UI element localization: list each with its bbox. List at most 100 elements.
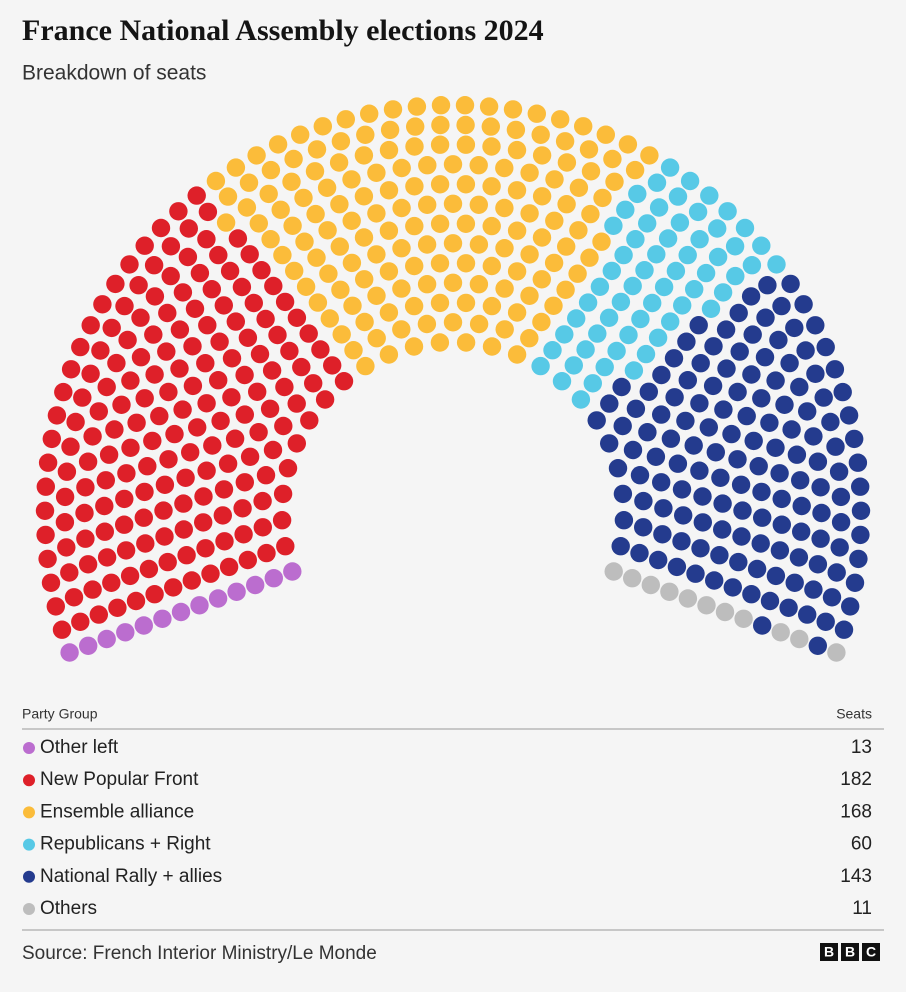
seat (684, 436, 703, 455)
column-header: Party Group (22, 706, 98, 722)
seat (76, 529, 95, 548)
seat (713, 283, 733, 302)
seat (816, 612, 835, 631)
seat (169, 202, 188, 221)
seat (336, 110, 355, 129)
seat (604, 216, 623, 235)
seat (556, 280, 575, 299)
seat (170, 320, 190, 339)
seat (249, 214, 268, 233)
seat (495, 239, 514, 258)
seat (196, 539, 215, 558)
seat (804, 427, 823, 446)
seat (696, 263, 716, 283)
seat (661, 429, 681, 448)
seat (507, 262, 527, 281)
seat (456, 333, 476, 352)
seat (344, 341, 363, 360)
seat (208, 589, 228, 608)
seat (730, 342, 749, 361)
seat (138, 457, 157, 476)
seat (121, 438, 140, 457)
seat (825, 360, 845, 379)
seat (611, 537, 630, 556)
seat (248, 382, 267, 401)
seat (145, 585, 164, 604)
seat (210, 332, 229, 351)
seat (482, 256, 501, 276)
seat (177, 546, 196, 565)
seat-count: 143 (840, 866, 872, 887)
seat (121, 371, 140, 390)
seat (691, 539, 710, 558)
seat (78, 452, 98, 471)
logo-box (862, 943, 880, 961)
seat (587, 411, 606, 430)
seat (315, 390, 335, 409)
seat (83, 427, 102, 446)
seat (544, 296, 563, 315)
seat (688, 202, 708, 222)
seat (155, 475, 175, 494)
seat (703, 376, 723, 396)
seat (532, 228, 552, 247)
seat (367, 163, 386, 182)
seat (443, 155, 463, 174)
seat (469, 156, 488, 175)
seat (296, 277, 316, 296)
seat (360, 104, 379, 123)
seat (89, 402, 109, 421)
seat (271, 200, 290, 219)
seat (331, 132, 351, 151)
seat (159, 450, 178, 469)
seat (197, 461, 216, 480)
seat (202, 280, 221, 299)
seat (569, 221, 588, 240)
seat (418, 195, 437, 214)
seat (222, 388, 241, 407)
seat (287, 394, 306, 413)
seat (81, 364, 100, 383)
seat (247, 146, 266, 165)
seat (623, 440, 643, 460)
seat (728, 450, 747, 469)
seat (611, 292, 631, 312)
seat (741, 287, 761, 306)
seat (170, 359, 189, 378)
seat (36, 525, 55, 545)
seat (520, 329, 539, 348)
seat (625, 160, 645, 180)
seat (213, 506, 232, 525)
seat (660, 158, 680, 177)
seat (711, 468, 730, 487)
seat (116, 541, 136, 560)
seat (294, 188, 313, 208)
seat (153, 609, 172, 628)
seat (456, 254, 476, 273)
seat (417, 314, 437, 334)
seat (630, 543, 649, 563)
seat (66, 412, 85, 432)
seat (593, 188, 612, 208)
seat (115, 489, 134, 509)
seat (747, 559, 767, 579)
seat (129, 276, 148, 295)
seat (246, 575, 265, 595)
seat (790, 629, 809, 649)
seat (211, 411, 230, 431)
seat (830, 538, 849, 557)
seat (264, 569, 283, 588)
seat (834, 620, 854, 639)
seat (469, 195, 488, 214)
seat (624, 361, 644, 380)
seat (732, 527, 751, 546)
seat (367, 329, 386, 348)
seat (405, 137, 424, 156)
seat (342, 170, 361, 189)
seat (176, 468, 195, 487)
seat (407, 97, 427, 116)
seat (228, 229, 248, 248)
seat (367, 286, 386, 305)
seat (276, 537, 295, 556)
seat (173, 283, 193, 302)
